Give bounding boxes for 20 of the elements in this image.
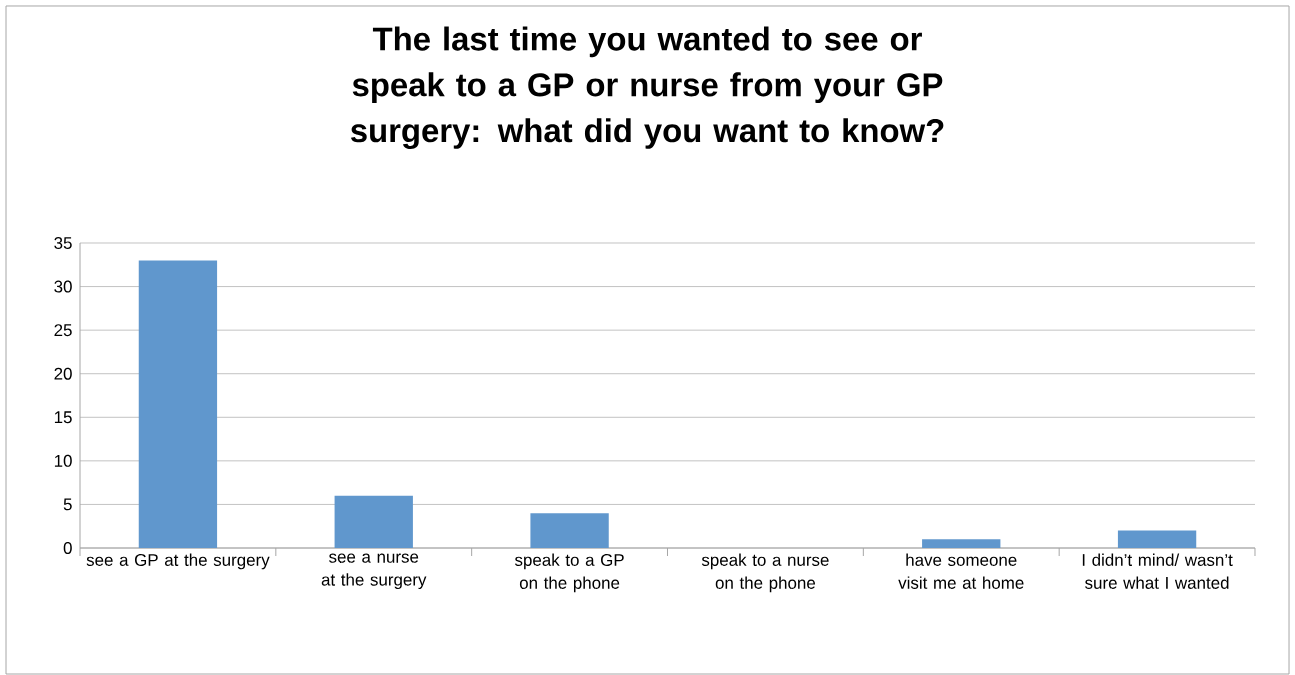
chart-title: The last time you wanted to see or speak to a GP or nurse from your GP surgery: what did you want to know? (350, 26, 944, 149)
y-tick-label: 30 (54, 280, 72, 293)
y-tick-label: 20 (54, 367, 72, 380)
bar (922, 539, 1001, 548)
x-tick-label: speak to a nurse on the phone (701, 553, 829, 593)
y-tick-label: 35 (54, 237, 72, 249)
x-tick-label: I didn’t mind/ wasn’t sure what I wanted (1082, 553, 1233, 589)
y-tick-label: 10 (54, 454, 72, 467)
x-tick-label: see a GP at the surgery (86, 553, 270, 570)
y-tick-label: 5 (63, 498, 72, 511)
bar (334, 495, 413, 548)
bar (138, 260, 218, 548)
bar (1117, 530, 1197, 548)
y-tick-label: 15 (54, 411, 72, 424)
y-tick-label: 25 (54, 324, 72, 337)
y-tick-label: 0 (63, 542, 72, 554)
x-tick-label: see a nurse at the surgery (321, 553, 427, 590)
x-tick-label: speak to a GP on the phone (514, 553, 624, 593)
x-tick-label: have someone visit me at home (898, 553, 1024, 589)
bar (530, 513, 609, 548)
